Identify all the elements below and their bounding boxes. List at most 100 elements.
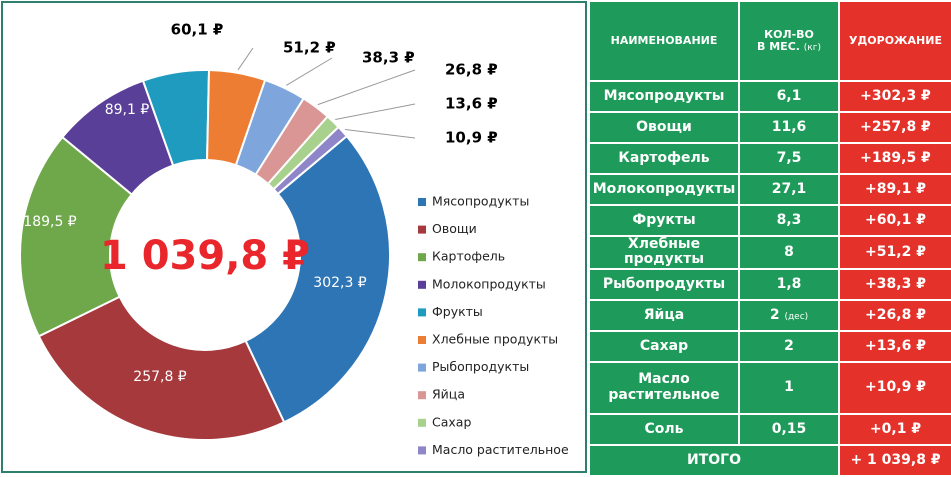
cell-text: +13,6 ₽ xyxy=(865,337,926,354)
cell-text: 8 xyxy=(784,243,794,260)
table-cell: +89,1 ₽ xyxy=(838,173,951,206)
legend-label: Молокопродукты xyxy=(432,276,546,291)
table-row: Мясопродукты 6,1 +302,3 ₽ xyxy=(588,80,951,113)
legend-swatch xyxy=(418,280,426,289)
cell-text: 8,3 xyxy=(776,211,802,228)
cell-text: +38,3 ₽ xyxy=(865,275,926,292)
cell-text: 27,1 xyxy=(771,180,807,197)
table-cell: КОЛ-ВО В МЕС. (кг) xyxy=(738,0,840,82)
cell-text: Фрукты xyxy=(632,211,696,228)
table-row: Яйца 2 (дес) +26,8 ₽ xyxy=(588,298,951,332)
cell-text: УДОРОЖАНИЕ xyxy=(849,33,942,47)
table-cell: 1 xyxy=(738,360,840,415)
table-row: Масло растительное 1 +10,9 ₽ xyxy=(588,360,951,415)
table-row: Картофель 7,5 +189,5 ₽ xyxy=(588,142,951,175)
cell-text: Яйца xyxy=(643,306,685,323)
leader-line xyxy=(344,128,416,139)
legend-label: Хлебные продукты xyxy=(432,332,558,347)
value-label: 189,5 ₽ xyxy=(23,214,77,230)
cell-text: +302,3 ₽ xyxy=(860,87,931,104)
cell-text: Рыбопродукты xyxy=(602,275,726,292)
table-row: Сахар 2 +13,6 ₽ xyxy=(588,329,951,363)
table-cell: +257,8 ₽ xyxy=(838,111,951,144)
table-cell: +302,3 ₽ xyxy=(838,80,951,113)
table-cell: 8,3 xyxy=(738,204,840,237)
cell-text: 11,6 xyxy=(771,118,807,135)
table-row: ИТОГО + 1 039,8 ₽ xyxy=(588,443,951,477)
table-cell: +0,1 ₽ xyxy=(838,412,951,446)
legend-swatch xyxy=(418,446,426,455)
legend-label: Фрукты xyxy=(432,304,483,319)
cell-text: +257,8 ₽ xyxy=(860,118,931,135)
cell-text: Овощи xyxy=(636,118,692,135)
leader-line xyxy=(237,47,254,71)
legend-label: Картофель xyxy=(432,249,505,264)
legend-label: Овощи xyxy=(432,221,477,236)
table-cell: НАИМЕНОВАНИЕ xyxy=(588,0,740,82)
cell-text: + 1 039,8 ₽ xyxy=(850,451,941,468)
cell-text: 1,8 xyxy=(776,275,802,292)
table-cell: 0,15 xyxy=(738,412,840,446)
cell-text: Масло растительное xyxy=(608,371,720,403)
legend-label: Сахар xyxy=(432,414,471,429)
donut-slice xyxy=(272,125,349,196)
donut-slice xyxy=(37,295,286,441)
legend-label: Мясопродукты xyxy=(432,194,529,209)
cell-text: Молокопродукты xyxy=(592,180,736,197)
donut-slice xyxy=(244,134,391,424)
table-row: Молокопродукты 27,1 +89,1 ₽ xyxy=(588,173,951,206)
legend-label: Рыбопродукты xyxy=(432,359,529,374)
value-label: 51,2 ₽ xyxy=(283,39,336,57)
table-cell: 1,8 xyxy=(738,267,840,301)
legend-swatch xyxy=(418,308,426,317)
legend-label: Масло растительное xyxy=(432,442,569,457)
table-cell: 6,1 xyxy=(738,80,840,113)
table-row: Рыбопродукты 1,8 +38,3 ₽ xyxy=(588,267,951,301)
legend-swatch xyxy=(418,418,426,427)
table-row: Овощи 11,6 +257,8 ₽ xyxy=(588,111,951,144)
cell-text: 6,1 xyxy=(776,87,802,104)
cell-text: +51,2 ₽ xyxy=(865,243,926,260)
cell-text: 2 xyxy=(784,337,794,354)
cell-text: (дес) xyxy=(784,311,809,322)
cell-text: +60,1 ₽ xyxy=(865,211,926,228)
cell-text: 1 xyxy=(784,379,794,396)
table-cell: +10,9 ₽ xyxy=(838,360,951,415)
cell-text: Мясопродукты xyxy=(603,87,725,104)
cell-text: +10,9 ₽ xyxy=(865,379,926,396)
cell-text: КОЛ-ВО xyxy=(764,27,814,41)
table-cell: Масло растительное xyxy=(588,360,740,415)
cell-text: +89,1 ₽ xyxy=(865,180,926,197)
leader-line xyxy=(285,57,333,86)
table-cell: ИТОГО xyxy=(588,443,840,477)
table-cell: +38,3 ₽ xyxy=(838,267,951,301)
value-label: 13,6 ₽ xyxy=(445,95,498,113)
table-cell: Хлебные продукты xyxy=(588,235,740,270)
leader-line xyxy=(335,103,416,120)
value-label: 257,8 ₽ xyxy=(133,369,187,385)
table-cell: Соль xyxy=(588,412,740,446)
leader-line xyxy=(317,69,416,106)
table-cell: 2 (дес) xyxy=(738,298,840,332)
donut-slice xyxy=(19,135,134,338)
cell-text: Хлебные продукты xyxy=(623,236,705,268)
table-cell: Рыбопродукты xyxy=(588,267,740,301)
table-cell: 27,1 xyxy=(738,173,840,206)
table-cell: +189,5 ₽ xyxy=(838,142,951,175)
table-cell: +51,2 ₽ xyxy=(838,235,951,270)
cell-text: В МЕС. xyxy=(757,39,800,53)
value-label: 89,1 ₽ xyxy=(105,102,150,118)
table-cell: 8 xyxy=(738,235,840,270)
value-label: 38,3 ₽ xyxy=(362,49,415,67)
value-label: 302,3 ₽ xyxy=(313,275,367,291)
cell-text: НАИМЕНОВАНИЕ xyxy=(610,33,718,47)
legend-swatch xyxy=(418,363,426,372)
value-label: 10,9 ₽ xyxy=(445,129,498,147)
table-cell: +60,1 ₽ xyxy=(838,204,951,237)
cell-text: +26,8 ₽ xyxy=(865,306,926,323)
table-cell: Картофель xyxy=(588,142,740,175)
table-cell: Сахар xyxy=(588,329,740,363)
legend-swatch xyxy=(418,253,426,262)
cell-text: (кг) xyxy=(803,42,821,53)
